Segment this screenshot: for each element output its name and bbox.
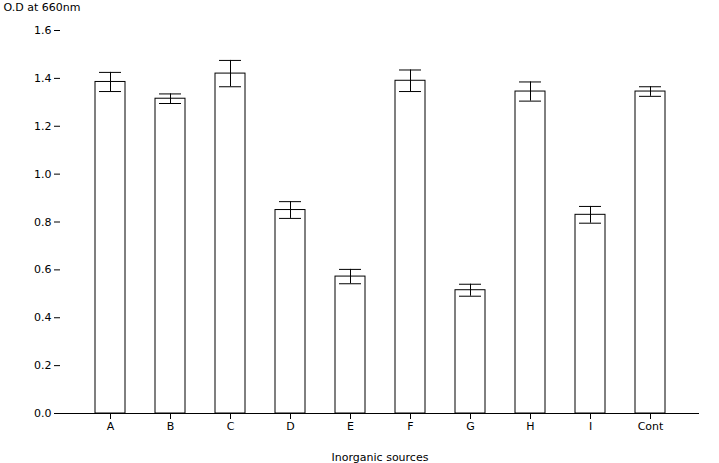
svg-text:Inorganic sources: Inorganic sources xyxy=(332,451,429,463)
svg-text:1.2: 1.2 xyxy=(34,120,52,133)
svg-text:E: E xyxy=(347,420,354,433)
svg-text:D: D xyxy=(286,420,294,433)
svg-text:1.6: 1.6 xyxy=(34,24,52,37)
svg-text:0.8: 0.8 xyxy=(34,216,52,229)
svg-text:Cont: Cont xyxy=(638,420,664,433)
svg-text:0.4: 0.4 xyxy=(34,311,52,324)
svg-text:C: C xyxy=(227,420,235,433)
svg-text:0.2: 0.2 xyxy=(34,359,52,372)
svg-text:1.0: 1.0 xyxy=(34,168,52,181)
svg-text:I: I xyxy=(589,420,592,433)
svg-text:O.D at 660nm: O.D at 660nm xyxy=(4,1,81,14)
svg-text:H: H xyxy=(526,420,534,433)
svg-text:B: B xyxy=(167,420,175,433)
svg-text:F: F xyxy=(407,420,413,433)
svg-text:0.0: 0.0 xyxy=(34,407,52,420)
svg-text:A: A xyxy=(107,420,115,433)
svg-text:1.4: 1.4 xyxy=(34,72,52,85)
svg-text:G: G xyxy=(466,420,475,433)
svg-text:0.6: 0.6 xyxy=(34,263,52,276)
